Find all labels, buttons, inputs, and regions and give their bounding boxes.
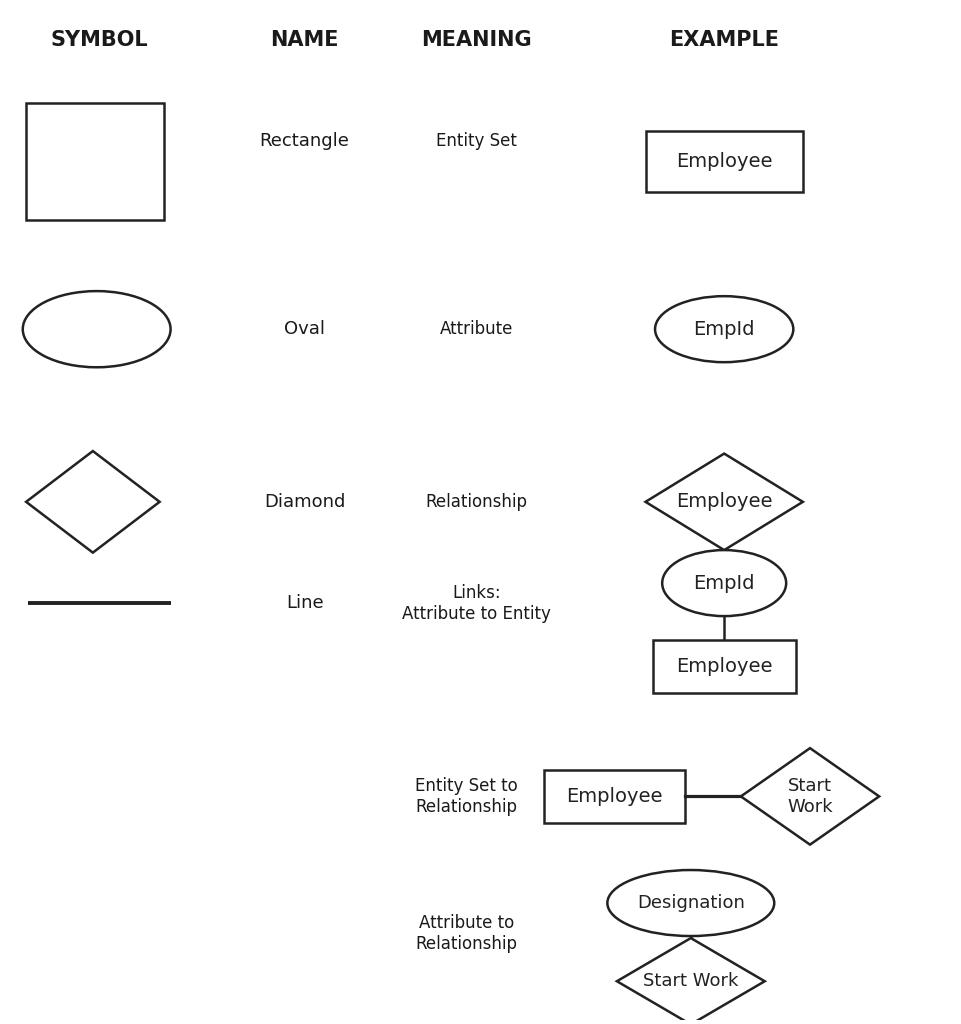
Text: Relationship: Relationship bbox=[425, 493, 527, 511]
Text: Links:
Attribute to Entity: Links: Attribute to Entity bbox=[402, 584, 550, 623]
Bar bbox=[645, 131, 802, 193]
Text: SYMBOL: SYMBOL bbox=[51, 30, 148, 50]
Polygon shape bbox=[740, 749, 878, 845]
Polygon shape bbox=[26, 451, 160, 553]
Text: Attribute to
Relationship: Attribute to Relationship bbox=[415, 914, 517, 953]
Text: Start
Work: Start Work bbox=[786, 777, 832, 816]
Bar bbox=[543, 770, 684, 823]
Text: Line: Line bbox=[285, 594, 323, 612]
Bar bbox=[652, 640, 795, 693]
Text: Rectangle: Rectangle bbox=[259, 132, 349, 151]
Text: EXAMPLE: EXAMPLE bbox=[669, 30, 778, 50]
Ellipse shape bbox=[654, 296, 793, 362]
Text: Designation: Designation bbox=[636, 894, 744, 912]
Text: Employee: Employee bbox=[676, 656, 772, 676]
Polygon shape bbox=[616, 938, 764, 1024]
Text: MEANING: MEANING bbox=[421, 30, 531, 50]
Ellipse shape bbox=[23, 291, 170, 368]
Polygon shape bbox=[645, 454, 802, 550]
Text: EmpId: EmpId bbox=[693, 573, 754, 593]
Text: Employee: Employee bbox=[566, 786, 662, 806]
Text: NAME: NAME bbox=[270, 30, 338, 50]
Text: Employee: Employee bbox=[676, 153, 772, 171]
Text: Start Work: Start Work bbox=[643, 972, 738, 990]
Bar bbox=[26, 103, 163, 220]
Text: Attribute: Attribute bbox=[439, 321, 512, 338]
Text: Diamond: Diamond bbox=[263, 493, 345, 511]
Text: Oval: Oval bbox=[283, 321, 325, 338]
Text: Entity Set to
Relationship: Entity Set to Relationship bbox=[415, 777, 518, 816]
Ellipse shape bbox=[606, 870, 774, 936]
Text: Employee: Employee bbox=[676, 493, 772, 511]
Text: EmpId: EmpId bbox=[693, 319, 754, 339]
Text: Entity Set: Entity Set bbox=[435, 132, 516, 151]
Ellipse shape bbox=[661, 550, 785, 616]
